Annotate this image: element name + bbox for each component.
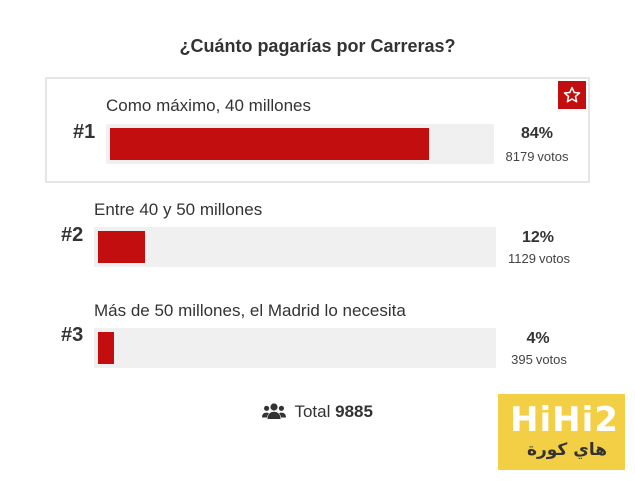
- option-bar-fill: [110, 128, 429, 160]
- option-bar-track: [94, 328, 496, 368]
- poll-option-2[interactable]: #2 Entre 40 y 50 millones 12% 1129 votos: [45, 190, 590, 282]
- poll-option-3[interactable]: #3 Más de 50 millones, el Madrid lo nece…: [45, 290, 590, 382]
- option-bar-track: [106, 124, 494, 164]
- option-bar-fill: [98, 332, 114, 364]
- option-votes: 395 votos: [494, 352, 584, 367]
- option-votes-count: 8179: [505, 149, 535, 164]
- watermark-arabic: هاي كورة: [526, 440, 607, 460]
- option-rank: #3: [61, 324, 84, 346]
- poll-title: ¿Cuánto pagarías por Carreras?: [179, 36, 456, 56]
- option-votes: 1129 votos: [494, 251, 584, 266]
- option-rank: #2: [61, 224, 84, 246]
- option-percent: 84%: [520, 125, 554, 142]
- winner-badge: [558, 81, 586, 109]
- option-votes-count: 395: [511, 352, 533, 367]
- option-bar-track: [94, 227, 496, 267]
- poll-option-1[interactable]: #1 Como máximo, 40 millones 84% 8179 voto…: [45, 77, 590, 183]
- poll-total: Total 9885: [0, 402, 635, 422]
- option-percent: 12%: [521, 229, 555, 246]
- option-votes-count: 1129: [507, 251, 536, 266]
- option-rank: #1: [73, 121, 96, 143]
- total-label: Total: [294, 402, 331, 421]
- option-percent: 4%: [526, 330, 550, 347]
- option-votes-word: votos: [535, 352, 567, 367]
- hihi2-watermark-logo: HiHi2 هاي كورة: [498, 394, 625, 470]
- option-votes: 8179 votos: [492, 149, 582, 164]
- total-count: 9885: [335, 402, 373, 421]
- option-label: Entre 40 y 50 millones: [94, 200, 263, 219]
- option-label: Como máximo, 40 millones: [106, 96, 312, 115]
- option-votes-word: votos: [538, 251, 571, 266]
- users-icon: [262, 403, 287, 419]
- option-votes-word: votos: [537, 149, 569, 164]
- option-bar-fill: [98, 231, 145, 263]
- watermark-latin: HiHi2: [510, 400, 619, 440]
- option-label: Más de 50 millones, el Madrid lo necesit…: [94, 301, 406, 320]
- star-icon: [563, 86, 581, 103]
